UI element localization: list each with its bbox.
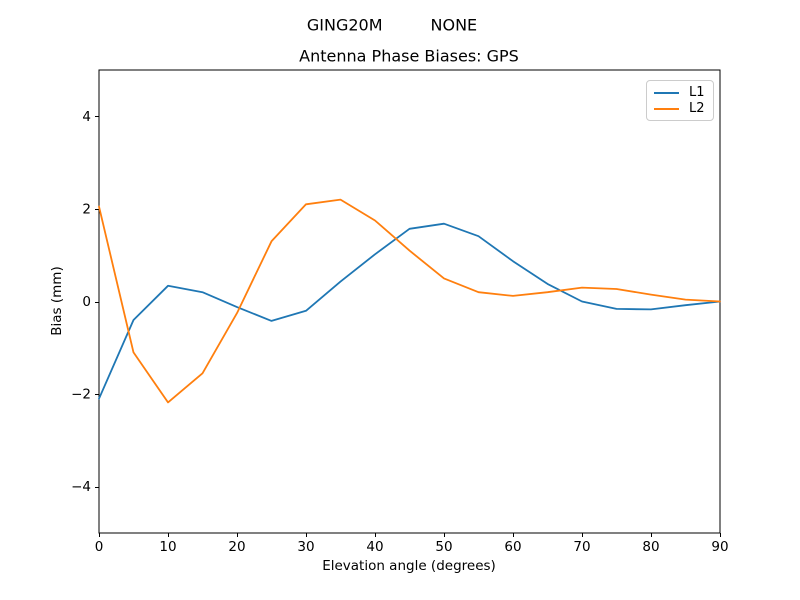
legend-line-sample bbox=[654, 108, 679, 110]
y-axis-label: Bias (mm) bbox=[49, 266, 65, 336]
legend-line-sample bbox=[654, 92, 679, 94]
chart-title: Antenna Phase Biases: GPS bbox=[299, 46, 519, 66]
x-tick-label: 10 bbox=[159, 539, 176, 555]
x-tick-label: 40 bbox=[366, 539, 383, 555]
figure-suptitle: GING20M NONE bbox=[307, 16, 477, 35]
x-tick-label: 30 bbox=[297, 539, 314, 555]
y-tick-label: 4 bbox=[82, 109, 91, 125]
legend: L1 L2 bbox=[646, 80, 714, 121]
x-tick-label: 70 bbox=[573, 539, 590, 555]
x-tick-label: 20 bbox=[228, 539, 245, 555]
legend-item-L2: L2 bbox=[654, 101, 706, 117]
suptitle-mode-label: NONE bbox=[430, 15, 478, 35]
y-tick-label: −2 bbox=[71, 387, 91, 403]
series-line-L2 bbox=[98, 198, 721, 404]
x-tick-label: 90 bbox=[711, 539, 728, 555]
legend-label: L1 bbox=[689, 85, 705, 100]
series-line-L1 bbox=[98, 222, 721, 400]
x-tick-label: 0 bbox=[95, 539, 104, 555]
x-tick-label: 60 bbox=[504, 539, 521, 555]
x-axis-label: Elevation angle (degrees) bbox=[322, 558, 496, 574]
x-tick-label: 50 bbox=[435, 539, 452, 555]
y-tick-label: 2 bbox=[82, 201, 91, 217]
legend-item-L1: L1 bbox=[654, 85, 706, 101]
axes-frame bbox=[98, 69, 721, 534]
legend-label: L2 bbox=[689, 101, 705, 116]
y-tick-label: −4 bbox=[71, 479, 91, 495]
suptitle-station-label: GING20M bbox=[306, 15, 383, 35]
y-tick-label: 0 bbox=[82, 294, 91, 310]
x-tick-label: 80 bbox=[642, 539, 659, 555]
